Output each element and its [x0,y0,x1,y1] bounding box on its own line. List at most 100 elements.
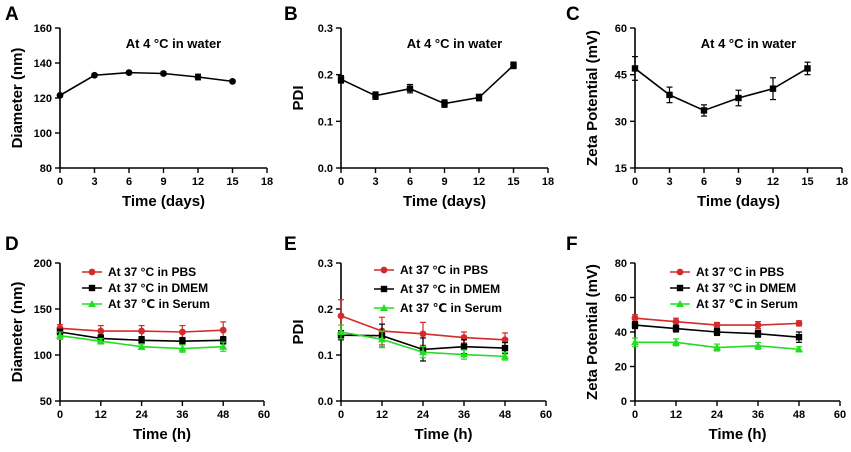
data-point [229,77,236,85]
data-point [501,344,509,352]
data-point [769,85,777,92]
y-tick-label: 0.1 [318,350,333,362]
data-point [475,94,483,101]
y-tick-label: 0.3 [318,258,333,270]
y-tick-label: 200 [34,258,52,270]
data-point [419,348,427,356]
x-axis-title: Time (days) [697,193,780,210]
data-point [337,312,345,320]
x-tick-label: 0 [632,176,638,188]
legend-label: At 37 °C in PBS [400,263,488,277]
x-tick-label: 60 [834,409,846,421]
y-tick-label: 40 [615,327,627,339]
y-tick-label: 80 [40,163,52,175]
y-tick-label: 60 [615,23,627,35]
x-tick-label: 15 [507,176,519,188]
panel-label-d: D [5,234,19,255]
data-point [125,69,133,77]
data-point [179,338,186,345]
y-axis-title: Diameter (nm) [9,282,26,383]
data-point [754,341,762,349]
chart-panel-d: D 0 12 24 36 48 60 50 100 150 200 Time (h) Diameter … [5,234,270,443]
legend: At 37 °C in PBS At 37 °C in DMEM At 37 ℃ i… [82,265,210,311]
y-tick-label: 160 [34,23,52,35]
legend-marker [88,268,96,276]
annotation-text: At 4 °C in water [701,36,797,51]
y-tick-label: 0.3 [318,23,333,35]
y-axis-title: Zeta Potential (mV) [584,264,601,400]
data-point [441,100,448,107]
x-tick-label: 0 [632,409,638,421]
data-point [631,338,639,346]
y-tick-label: 150 [34,304,52,316]
data-point [460,343,468,350]
data-point [713,328,721,336]
x-tick-label: 0 [338,409,344,421]
y-tick-label: 120 [34,93,52,105]
x-tick-label: 18 [261,176,273,188]
y-tick-label: 100 [34,128,52,140]
x-tick-label: 6 [126,176,132,188]
data-point [804,65,811,72]
data-point [795,319,803,327]
x-tick-label: 9 [441,176,447,188]
y-tick-label: 60 [615,293,627,305]
series-1 [337,61,517,108]
y-tick-label: 80 [615,258,627,270]
panel-label-b: B [284,4,298,25]
x-tick-label: 36 [176,409,188,421]
legend-label: At 37 °C in DMEM [400,282,500,296]
legend-marker [88,284,96,292]
data-point [91,71,98,79]
data-point [138,327,146,335]
data-point [510,62,517,69]
series-3 [337,324,509,361]
data-point [754,321,762,329]
series-1 [56,69,236,99]
series-3 [56,331,228,353]
data-point [220,337,227,344]
data-point [672,318,680,326]
data-point [631,65,639,72]
panel-label-c: C [566,4,580,25]
y-axis-title: PDI [290,319,307,344]
data-point [372,92,379,99]
data-point [460,334,468,341]
series-line [634,67,808,112]
legend-marker [676,268,684,276]
x-axis-title: Time (h) [133,426,191,443]
x-tick-label: 60 [258,409,270,421]
legend-marker [380,285,388,293]
series-1 [631,56,811,117]
x-tick-label: 9 [160,176,166,188]
x-tick-label: 0 [57,409,63,421]
data-point [754,330,762,337]
data-point [700,107,708,114]
chart-panel-b: B 0 3 6 9 12 15 18 0.0 0.1 0.2 0.3 Time (days) PDI At … [284,4,554,210]
x-tick-label: 12 [192,176,204,188]
chart-panel-e: E 0 12 24 36 48 60 0.0 0.1 0.2 0.3 Time (h) PDI At 37… [284,234,552,443]
annotation-text: At 4 °C in water [126,36,222,51]
x-tick-label: 36 [752,409,764,421]
x-tick-label: 0 [57,176,63,188]
x-tick-label: 3 [91,176,97,188]
x-tick-label: 36 [458,409,470,421]
y-tick-label: 0 [621,396,627,408]
data-point [501,336,509,344]
x-tick-label: 48 [499,409,511,421]
y-tick-label: 0.0 [318,396,333,408]
data-point [713,343,721,351]
y-tick-label: 30 [615,116,627,128]
series-1 [337,299,509,348]
x-tick-label: 24 [135,409,148,421]
chart-panel-a: A 0 3 6 9 12 15 18 80 100 120 140 160 Time (days) Diam… [5,4,273,210]
x-tick-label: 9 [735,176,741,188]
data-point [160,70,167,77]
y-tick-label: 0.1 [318,116,333,128]
legend-marker [380,304,388,311]
data-point [672,325,680,332]
legend: At 37 °C in PBS At 37 °C in DMEM At 37 ℃ i… [374,263,502,315]
y-tick-label: 45 [615,70,627,82]
x-tick-label: 24 [711,409,724,421]
data-point [137,342,146,350]
